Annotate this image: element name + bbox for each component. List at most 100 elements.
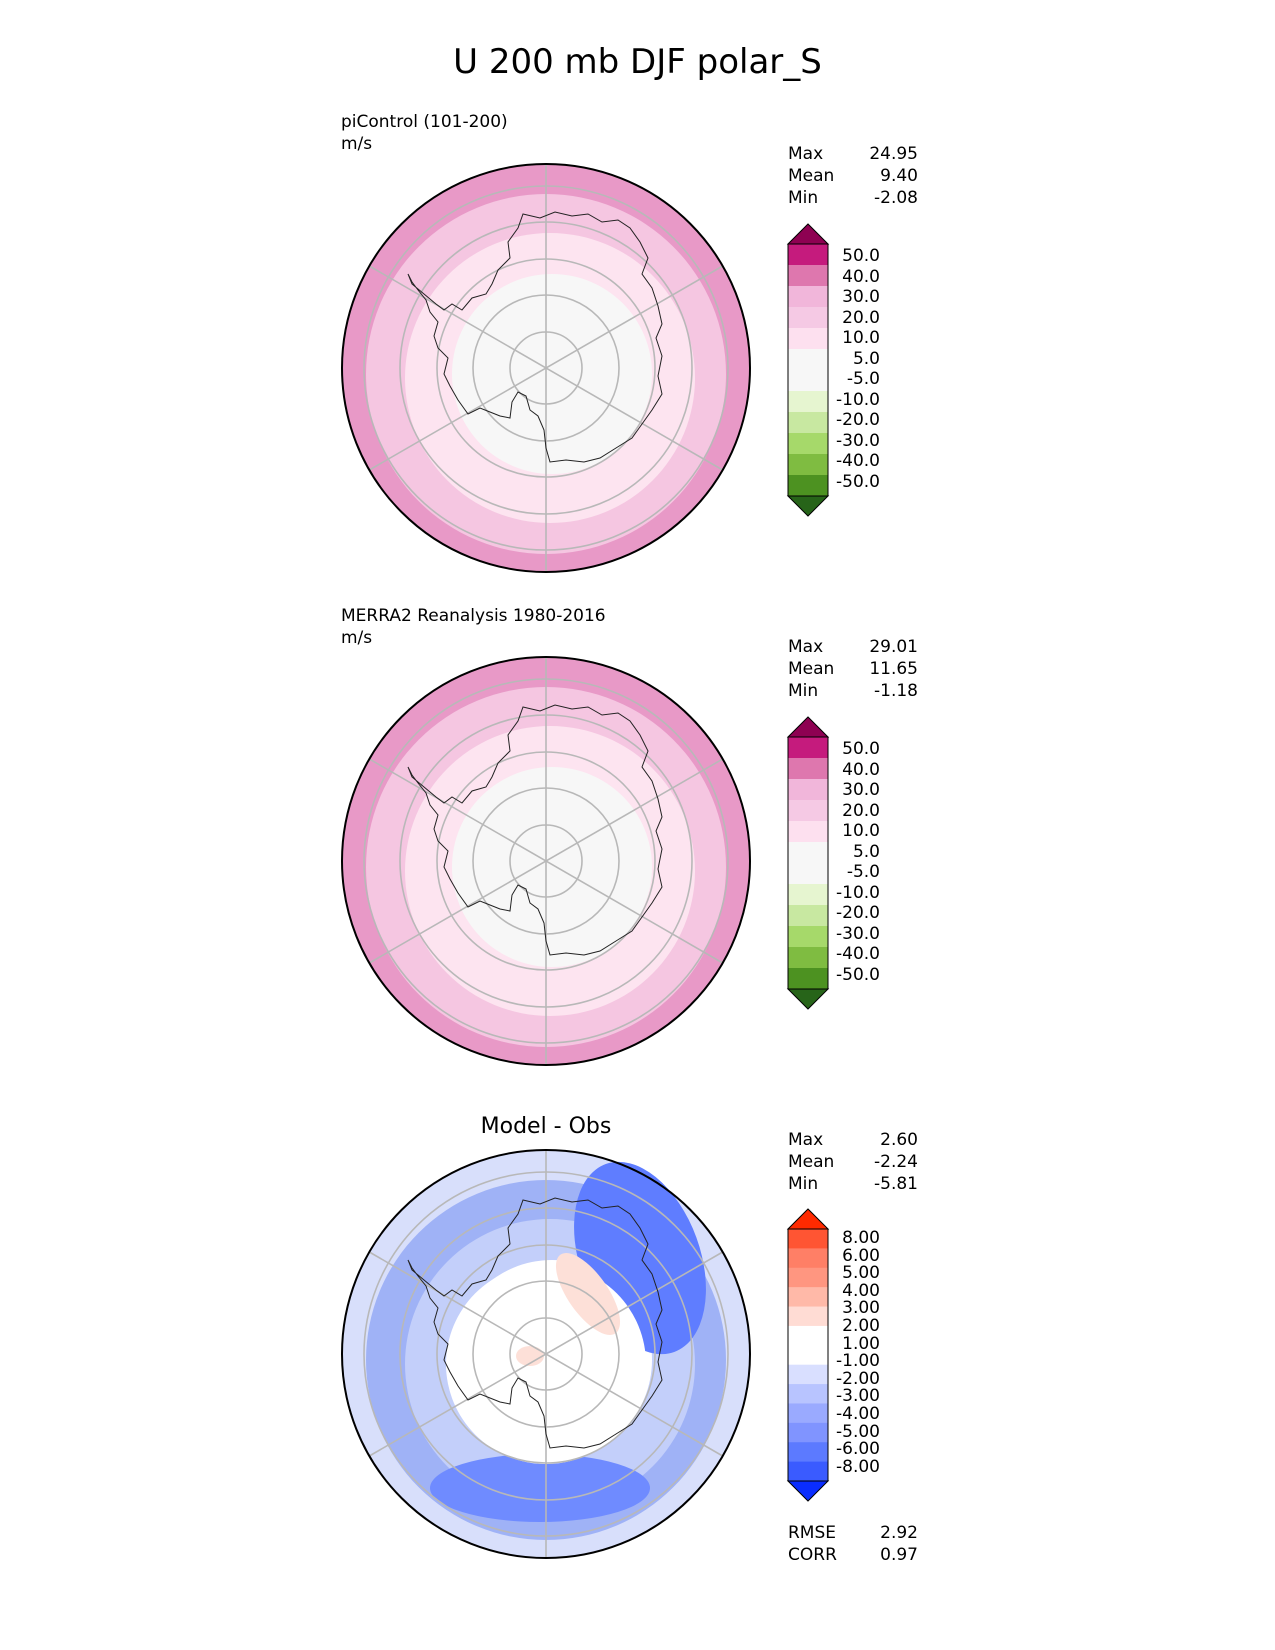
colorbar-tick-label: -3.00 xyxy=(836,1386,880,1407)
panel-1-polar-map xyxy=(341,163,751,573)
colorbar-tick-label: -1.00 xyxy=(836,1351,880,1372)
colorbar-tick-label: -50.0 xyxy=(836,964,880,985)
meridian-line xyxy=(368,265,724,471)
colorbar-segment xyxy=(788,1267,828,1288)
stat-mean: Mean -2.24 xyxy=(788,1152,918,1172)
panel-3-title: Model - Obs xyxy=(480,1114,612,1139)
colorbar-segment xyxy=(788,433,828,455)
colorbar-segment xyxy=(788,475,828,497)
panel-1-units: m/s xyxy=(341,134,373,154)
colorbar-extend-min xyxy=(786,1480,830,1502)
colorbar-segment xyxy=(788,800,828,822)
colorbar-segment xyxy=(788,863,828,885)
negative-anomaly-region xyxy=(430,1454,650,1522)
colorbar-segment xyxy=(788,905,828,927)
colorbar-tick-label: 30.0 xyxy=(842,287,880,307)
panel-2-title: MERRA2 Reanalysis 1980-2016 xyxy=(341,606,606,626)
colorbar-tick-label: -40.0 xyxy=(836,944,880,964)
stat-max: Max 24.95 xyxy=(788,144,918,164)
stat-mean: Mean 11.65 xyxy=(788,659,918,679)
colorbar-frame xyxy=(787,736,829,990)
colorbar-tick-label: 20.0 xyxy=(842,307,880,328)
colorbar-tick-label: 10.0 xyxy=(842,328,880,348)
colorbar-segment xyxy=(788,1345,828,1366)
colorbar-tick-label: 5.0 xyxy=(852,841,880,862)
colorbar-segment xyxy=(788,307,828,329)
colorbar-tick-label: 10.0 xyxy=(842,821,880,841)
colorbar-tick-label: 5.00 xyxy=(842,1263,880,1284)
colorbar-segment xyxy=(788,286,828,308)
colorbar-segment xyxy=(788,947,828,969)
panel-1-title: piControl (101-200) xyxy=(341,112,508,132)
colorbar-tick-label: -10.0 xyxy=(836,389,880,410)
colorbar-extend-min xyxy=(786,495,830,517)
stat-mean: Mean 9.40 xyxy=(788,166,918,186)
colorbar-tick-label: -6.00 xyxy=(836,1439,880,1460)
colorbar-tick-label: -10.0 xyxy=(836,882,880,903)
stat-max: Max 29.01 xyxy=(788,637,918,657)
colorbar-segment xyxy=(788,1422,828,1443)
colorbar-segment xyxy=(788,1384,828,1404)
colorbar-segment xyxy=(788,1248,828,1269)
colorbar-segment xyxy=(788,1287,828,1308)
graticule xyxy=(363,164,729,572)
colorbar-segment xyxy=(788,1403,828,1424)
panel-1-colorbar xyxy=(786,223,830,517)
colorbar-extend-min xyxy=(786,988,830,1010)
panel-2-stats: Max 29.01 Mean 11.65 Min -1.18 xyxy=(788,636,918,702)
colorbar-tick-label: -30.0 xyxy=(836,430,880,451)
meridian-line xyxy=(368,1251,724,1457)
colorbar-segment xyxy=(788,391,828,413)
colorbar-tick-label: -5.00 xyxy=(836,1421,880,1442)
panel-2-label: MERRA2 Reanalysis 1980-2016 m/s xyxy=(341,605,606,649)
colorbar-tick-label: 40.0 xyxy=(842,759,880,780)
colorbar-tick-label: -5.0 xyxy=(846,369,880,389)
meridian-line xyxy=(368,758,724,964)
colorbar-frame xyxy=(787,1228,829,1482)
graticule xyxy=(363,657,729,1065)
panel-2-colorbar-labels: 50.0 40.0 30.0 20.0 10.0 5.0 -5.0 -10.0 -20.0 -30… xyxy=(820,739,880,985)
colorbar-segment xyxy=(788,758,828,780)
map-contour-band xyxy=(452,767,652,967)
colorbar-tick-label: 50.0 xyxy=(842,739,880,759)
colorbar-segment xyxy=(788,926,828,948)
antarctica-coastline xyxy=(407,211,663,463)
colorbar-segment xyxy=(788,779,828,801)
stat-max: Max 2.60 xyxy=(788,1130,918,1150)
colorbar-segment xyxy=(788,265,828,287)
colorbar-tick-label: 1.00 xyxy=(842,1333,880,1354)
panel-3-stats: Max 2.60 Mean -2.24 Min -5.81 xyxy=(788,1129,918,1195)
map-boundary xyxy=(341,163,751,573)
panel-2-colorbar xyxy=(786,716,830,1010)
map-boundary xyxy=(341,1149,751,1559)
antarctica-coastline xyxy=(407,1197,663,1449)
stat-min: Min -5.81 xyxy=(788,1174,918,1194)
panel-2-units: m/s xyxy=(341,628,373,648)
colorbar-segment xyxy=(788,821,828,843)
figure-title: U 200 mb DJF polar_S xyxy=(453,42,822,82)
panel-2-polar-map xyxy=(341,656,751,1066)
colorbar-segment xyxy=(788,328,828,350)
colorbar-segment xyxy=(788,454,828,476)
colorbar-segment xyxy=(788,968,828,990)
colorbar-segment xyxy=(788,1364,828,1385)
panel-1-stats: Max 24.95 Mean 9.40 Min -2.08 xyxy=(788,143,918,209)
colorbar-tick-label: 6.00 xyxy=(842,1245,880,1266)
colorbar-segment xyxy=(788,1306,828,1327)
positive-anomaly-region xyxy=(516,1346,544,1366)
colorbar-tick-label: 40.0 xyxy=(842,266,880,287)
colorbar-segment xyxy=(788,244,828,266)
colorbar-extend-max xyxy=(786,1208,830,1230)
colorbar-tick-label: -20.0 xyxy=(836,903,880,923)
colorbar-tick-label: 2.00 xyxy=(842,1315,880,1336)
stat-corr: CORR 0.97 xyxy=(788,1545,918,1565)
panel-1-label: piControl (101-200) m/s xyxy=(341,111,508,155)
colorbar-segment xyxy=(788,370,828,392)
panel-1-colorbar-labels: 50.0 40.0 30.0 20.0 10.0 5.0 -5.0 -10.0 -20.0 -30… xyxy=(820,246,880,492)
colorbar-tick-label: 50.0 xyxy=(842,246,880,266)
colorbar-tick-label: -8.00 xyxy=(836,1456,880,1477)
colorbar-frame xyxy=(787,243,829,497)
colorbar-segment xyxy=(788,1442,828,1463)
stat-min: Min -2.08 xyxy=(788,188,918,208)
colorbar-segment xyxy=(788,737,828,759)
